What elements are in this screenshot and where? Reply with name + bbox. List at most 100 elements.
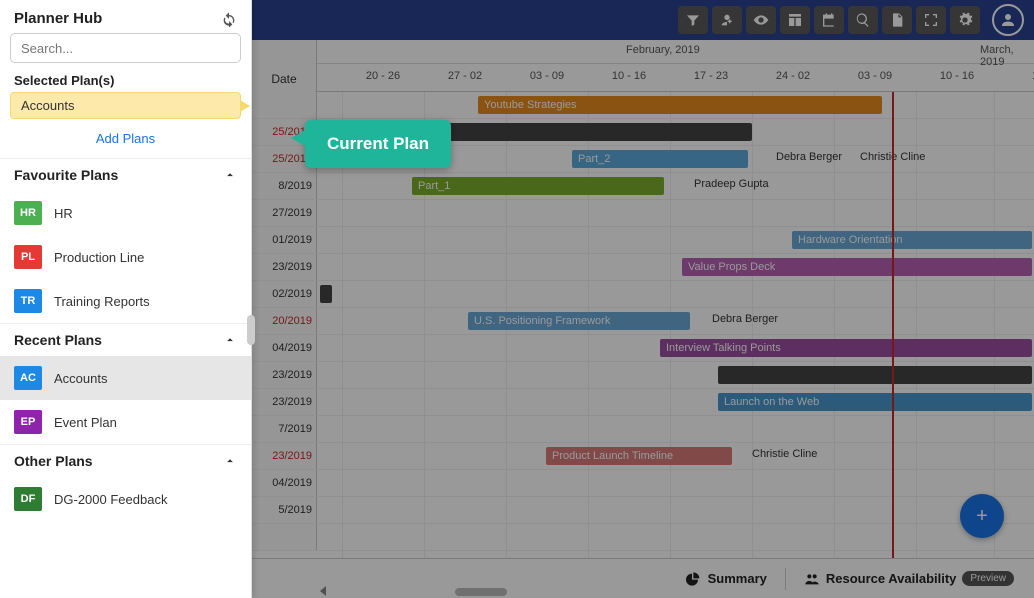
today-line — [892, 92, 894, 558]
row-date: 23/2019 — [252, 389, 317, 415]
gantt-row: Youtube Strategies — [252, 92, 1034, 119]
gantt-bar[interactable]: Value Props Deck — [682, 258, 1032, 276]
summary-button[interactable]: Summary — [686, 571, 767, 587]
week-label: 1 — [994, 70, 1034, 82]
summary-label: Summary — [708, 571, 767, 586]
gantt-bar[interactable]: U.S. Positioning Framework — [468, 312, 690, 330]
row-date: 02/2019 — [252, 281, 317, 307]
refresh-icon[interactable] — [221, 11, 237, 27]
gantt-row: 5/2019 — [252, 497, 1034, 524]
row-date: 27/2019 — [252, 200, 317, 226]
assignee-label: Pradeep Gupta — [694, 178, 769, 190]
gantt-row: 23/2019 — [252, 362, 1034, 389]
gantt-bar[interactable]: Interview Talking Points — [660, 339, 1032, 357]
export-icon[interactable] — [882, 6, 912, 34]
plan-badge: PL — [14, 245, 42, 269]
row-date: 7/2019 — [252, 416, 317, 442]
gear-icon[interactable] — [950, 6, 980, 34]
plan-label: Accounts — [54, 371, 107, 386]
section-header[interactable]: Other Plans — [0, 444, 251, 477]
gantt-bar[interactable]: Hardware Orientation — [792, 231, 1032, 249]
gantt-row — [252, 524, 1034, 551]
filter-icon[interactable] — [678, 6, 708, 34]
chevron-up-icon — [223, 168, 237, 182]
add-fab[interactable]: + — [960, 494, 1004, 538]
resource-availability-button[interactable]: Resource Availability Preview — [804, 571, 1014, 587]
row-date: 23/2019 — [252, 362, 317, 388]
gantt-row: 27/2019 — [252, 200, 1034, 227]
row-date: 04/2019 — [252, 335, 317, 361]
gantt-row: 02/2019 — [252, 281, 1034, 308]
gantt-bar[interactable]: Launch on the Web — [718, 393, 1032, 411]
user-avatar[interactable] — [992, 4, 1024, 36]
row-date: 8/2019 — [252, 173, 317, 199]
fullscreen-icon[interactable] — [916, 6, 946, 34]
section-title: Recent Plans — [14, 332, 102, 348]
eye-icon[interactable] — [746, 6, 776, 34]
plan-badge: HR — [14, 201, 42, 225]
gantt-bar[interactable]: Part_2 — [572, 150, 748, 168]
month-label: February, 2019 — [626, 44, 700, 56]
gantt-row: 20/2019U.S. Positioning FrameworkDebra B… — [252, 308, 1034, 335]
plan-row[interactable]: PLProduction Line — [0, 235, 251, 279]
gantt-timeline: Date February, 2019March, 2019 20 - 2627… — [252, 40, 1034, 558]
gantt-bar[interactable]: Product Launch Timeline — [546, 447, 732, 465]
plan-row[interactable]: HR HR — [0, 191, 251, 235]
sidebar-resize-handle[interactable] — [247, 315, 255, 345]
plan-row[interactable]: DF DG-2000 Feedback — [0, 477, 251, 521]
topbar — [252, 0, 1034, 40]
plan-badge: TR — [14, 289, 42, 313]
plan-label: DG-2000 Feedback — [54, 492, 167, 507]
gantt-bar[interactable]: Youtube Strategies — [478, 96, 882, 114]
sidebar-title: Planner Hub — [14, 10, 102, 27]
plan-row[interactable]: ACAccounts — [0, 356, 251, 400]
assignee-label: Debra Berger — [776, 151, 842, 163]
gantt-row: 23/2019 Launch on the Web — [252, 389, 1034, 416]
gantt-bar[interactable]: Part_1 — [412, 177, 664, 195]
plan-label: HR — [54, 206, 73, 221]
chevron-up-icon — [223, 333, 237, 347]
week-label: 17 - 23 — [670, 70, 752, 82]
row-date: 20/2019 — [252, 308, 317, 334]
current-plan-callout: Current Plan — [305, 120, 451, 168]
row-date — [252, 524, 317, 550]
week-label: 24 - 02 — [752, 70, 834, 82]
plan-row[interactable]: TR Training Reports — [0, 279, 251, 323]
gantt-row: 04/2019 — [252, 470, 1034, 497]
footer-divider — [785, 568, 786, 590]
selected-plan-pill[interactable]: Accounts — [10, 92, 241, 119]
selected-plans-label: Selected Plan(s) — [0, 73, 251, 92]
plan-row[interactable]: EP Event Plan — [0, 400, 251, 444]
gantt-bar[interactable] — [718, 366, 1032, 384]
plan-badge: EP — [14, 410, 42, 434]
gantt-row: 23/2019 Product Launch Timeline Christie C… — [252, 443, 1034, 470]
scroll-left-icon[interactable] — [320, 586, 326, 596]
section-header[interactable]: Favourite Plans — [0, 158, 251, 191]
row-date: 23/2019 — [252, 443, 317, 469]
row-date — [252, 92, 317, 118]
date-column-header: Date — [252, 40, 317, 92]
section-title: Other Plans — [14, 453, 93, 469]
gantt-row: 8/2019 Part_1 Pradeep Gupta — [252, 173, 1034, 200]
plan-label: Event Plan — [54, 415, 117, 430]
plan-badge: DF — [14, 487, 42, 511]
layout-icon[interactable] — [780, 6, 810, 34]
week-label: 27 - 02 — [424, 70, 506, 82]
gantt-row: 23/2019 Value Props Deck — [252, 254, 1034, 281]
search-icon[interactable] — [848, 6, 878, 34]
row-date: 5/2019 — [252, 497, 317, 523]
row-date: 04/2019 — [252, 470, 317, 496]
chevron-up-icon — [223, 454, 237, 468]
search-input[interactable] — [10, 33, 241, 63]
week-label: 10 - 16 — [916, 70, 998, 82]
user-add-icon[interactable] — [712, 6, 742, 34]
section-header[interactable]: Recent Plans — [0, 323, 251, 356]
calendar-icon[interactable] — [814, 6, 844, 34]
assignee-label: Christie Cline — [752, 448, 817, 460]
horizontal-scrollbar[interactable] — [455, 588, 507, 596]
gantt-bar[interactable] — [320, 285, 332, 303]
row-date: 23/2019 — [252, 254, 317, 280]
preview-badge: Preview — [962, 571, 1014, 586]
add-plans-link[interactable]: Add Plans — [0, 125, 251, 158]
plan-label: Training Reports — [54, 294, 150, 309]
